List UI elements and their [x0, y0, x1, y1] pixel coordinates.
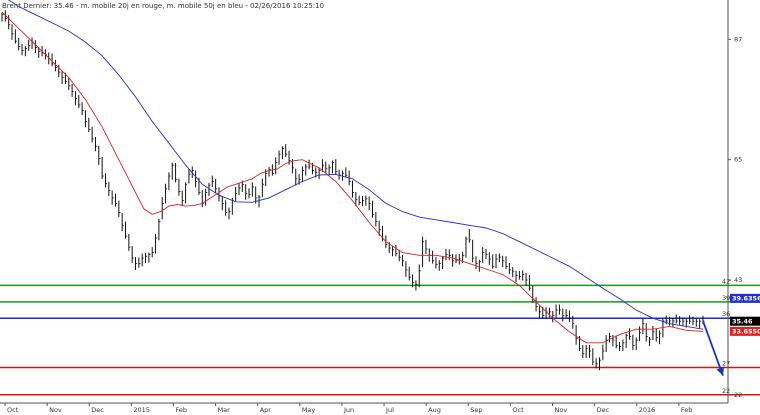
- price-badge-box: [730, 326, 760, 336]
- series-ma20: [1, 11, 704, 344]
- x-tick-label: Apr: [260, 406, 272, 414]
- x-tick-label: Jul: [385, 406, 394, 414]
- x-tick-label: Mar: [218, 406, 231, 414]
- x-tick-label: Oct: [7, 406, 19, 414]
- x-tick-label: 2015: [133, 406, 150, 414]
- x-tick-label: May: [302, 406, 316, 414]
- annotation-arrow: [702, 320, 724, 376]
- axes: 22 43 65 87 Oct Nov Dec 2015 Feb Mar Apr May Jun Jul A…: [0, 0, 742, 414]
- y-tick-label: 22: [734, 391, 742, 399]
- series-layer: [1, 0, 705, 371]
- y-tick-label: 43: [734, 276, 742, 284]
- x-tick-label: Feb: [175, 406, 187, 414]
- x-tick-label: Dec: [597, 406, 610, 414]
- price-badge-label: 39.6356: [732, 295, 760, 303]
- x-tick-label: Aug: [428, 406, 441, 414]
- level-label-36: 36: [722, 310, 730, 318]
- x-tick-label: Dec: [91, 406, 104, 414]
- x-tick-label: Oct: [512, 406, 524, 414]
- x-tick-label: Feb: [681, 406, 693, 414]
- series-ma50: [7, 0, 704, 330]
- x-tick-label: Jun: [343, 406, 354, 414]
- chart-title: Brent Dernier: 35.46 - m. mobile 20j en …: [2, 2, 324, 10]
- level-label-22: 22: [722, 387, 730, 395]
- x-tick-label: Sep: [470, 406, 482, 414]
- x-tick-label: 2016: [639, 406, 656, 414]
- price-badge-label: 35.46: [732, 317, 753, 325]
- x-tick-label: Nov: [555, 406, 568, 414]
- price-badge-label: 33.6550: [732, 328, 760, 336]
- price-badges: 35.46 39.6356 33.6550: [730, 293, 760, 336]
- y-tick-label: 65: [734, 156, 742, 164]
- x-tick-label: Nov: [49, 406, 62, 414]
- arrow-head: [716, 366, 724, 376]
- level-label-42: 42: [722, 277, 730, 285]
- price-badge-box: [730, 316, 760, 326]
- arrow-shaft: [702, 320, 724, 376]
- level-label-39: 39: [722, 294, 730, 302]
- level-label-27: 27: [722, 359, 730, 367]
- price-badge-box: [730, 293, 760, 303]
- y-tick-label: 87: [734, 35, 742, 43]
- series-price: [1, 10, 705, 371]
- horizontal-levels: 42 39 36 27 22: [0, 277, 760, 396]
